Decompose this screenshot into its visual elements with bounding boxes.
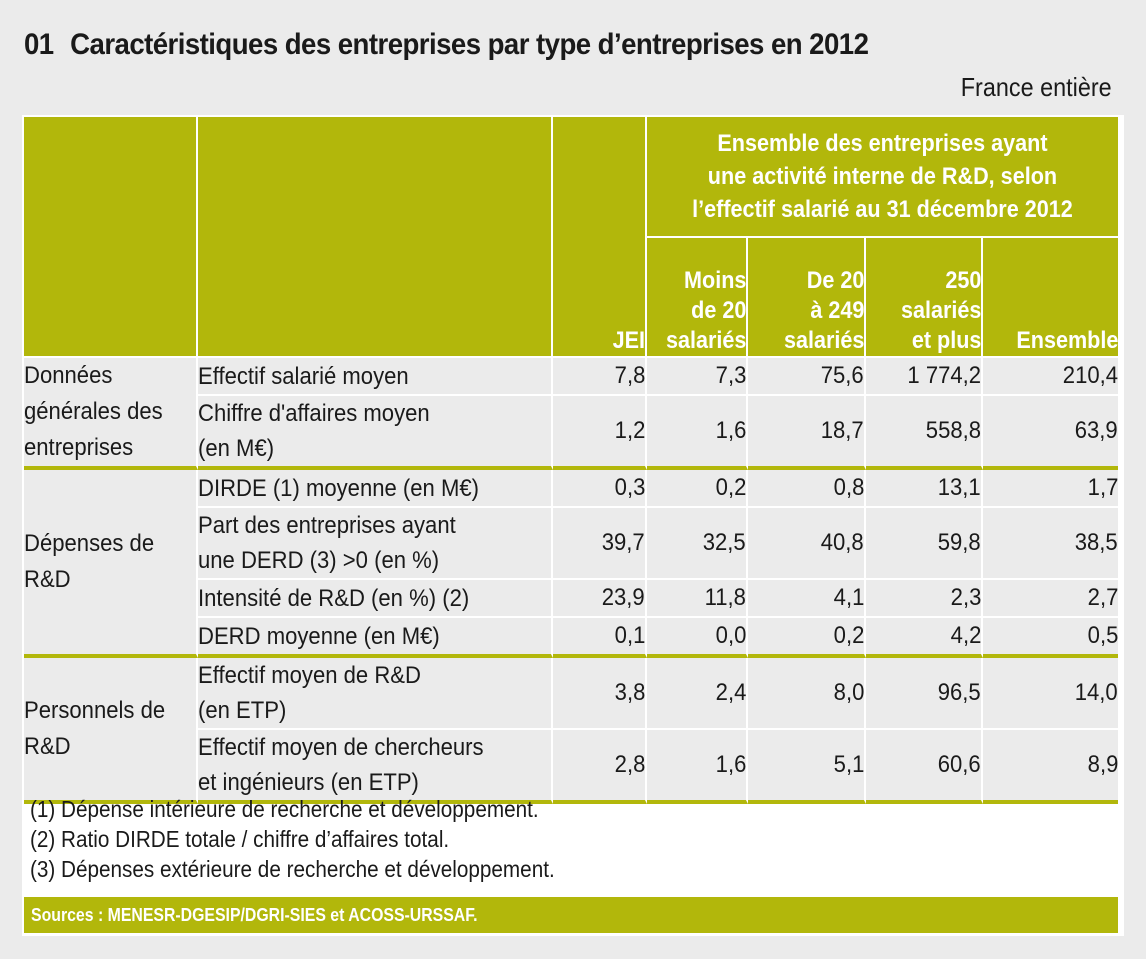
row-label: Chiffre d'affaires moyen (en M€) <box>198 396 553 470</box>
footnote-1: (1) Dépense intérieure de recherche et d… <box>30 796 539 822</box>
value-cell: 11,8 <box>647 580 748 618</box>
value-cell: 59,8 <box>866 508 983 580</box>
value-cell: 0,3 <box>553 470 647 508</box>
category-cell: Dépenses de R&D <box>24 470 198 658</box>
footnotes: (1) Dépense intérieure de recherche et d… <box>30 794 613 884</box>
value-cell: 13,1 <box>866 470 983 508</box>
row-label: Part des entreprises ayant une DERD (3) >… <box>198 508 553 580</box>
value-cell: 32,5 <box>647 508 748 580</box>
row-label: Effectif salarié moyen <box>198 358 553 396</box>
sources-text: Sources : MENESR-DGESIP/DGRI-SIES et ACO… <box>31 905 478 925</box>
value-cell: 0,2 <box>748 618 866 658</box>
value-cell: 0,8 <box>748 470 866 508</box>
value-cell: 0,5 <box>983 618 1119 658</box>
value-cell: 1,6 <box>647 396 748 470</box>
value-cell: 1 774,2 <box>866 358 983 396</box>
footnote-2: (2) Ratio DIRDE totale / chiffre d’affai… <box>30 826 450 852</box>
column-header-moins-de-20: Moins de 20 salariés <box>647 238 748 358</box>
value-cell: 0,2 <box>647 470 748 508</box>
row-label: DIRDE (1) moyenne (en M€) <box>198 470 553 508</box>
value-cell: 8,9 <box>983 730 1119 804</box>
footnote-3: (3) Dépenses extérieure de recherche et … <box>30 856 555 882</box>
value-cell: 23,9 <box>553 580 647 618</box>
value-cell: 0,1 <box>553 618 647 658</box>
value-cell: 18,7 <box>748 396 866 470</box>
value-cell: 2,8 <box>553 730 647 804</box>
value-cell: 1,6 <box>647 730 748 804</box>
header-blank-category <box>24 117 198 358</box>
row-label: DERD moyenne (en M€) <box>198 618 553 658</box>
value-cell: 63,9 <box>983 396 1119 470</box>
value-cell: 2,3 <box>866 580 983 618</box>
value-cell: 2,4 <box>647 658 748 730</box>
column-header-jei: JEI <box>553 117 647 358</box>
value-cell: 75,6 <box>748 358 866 396</box>
table-row: Effectif moyen de chercheurs et ingénieur… <box>24 730 1119 804</box>
group-header: Ensemble des entreprises ayant une activ… <box>647 117 1119 238</box>
table-row: Intensité de R&D (en %) (2) 23,9 11,8 4,… <box>24 580 1119 618</box>
value-cell: 60,6 <box>866 730 983 804</box>
table-row: Dépenses de R&D DIRDE (1) moyenne (en M€… <box>24 470 1119 658</box>
sources-bar: Sources : MENESR-DGESIP/DGRI-SIES et ACO… <box>24 897 1118 933</box>
table-number: 01 <box>24 28 54 61</box>
row-label: Effectif moyen de chercheurs et ingénieur… <box>198 730 553 804</box>
value-cell: 2,7 <box>983 580 1119 618</box>
value-cell: 4,1 <box>748 580 866 618</box>
table-row: DERD moyenne (en M€) 0,1 0,0 0,2 4,2 0,5 <box>24 618 1119 658</box>
header-blank-label <box>198 117 553 358</box>
value-cell: 558,8 <box>866 396 983 470</box>
value-cell: 14,0 <box>983 658 1119 730</box>
value-cell: 4,2 <box>866 618 983 658</box>
data-table: JEI Ensemble des entreprises ayant une a… <box>24 117 1119 804</box>
row-label: Effectif moyen de R&D (en ETP) <box>198 658 553 730</box>
table-row: Part des entreprises ayant une DERD (3) >… <box>24 508 1119 580</box>
value-cell: 40,8 <box>748 508 866 580</box>
table-row: Données générales des entreprises Effect… <box>24 358 1119 470</box>
value-cell: 3,8 <box>553 658 647 730</box>
column-header-250-plus: 250 salariés et plus <box>866 238 983 358</box>
value-cell: 7,3 <box>647 358 748 396</box>
column-header-20-249: De 20 à 249 salariés <box>748 238 866 358</box>
page-title: 01 Caractéristiques des entreprises par t… <box>24 28 869 62</box>
value-cell: 210,4 <box>983 358 1119 396</box>
value-cell: 96,5 <box>866 658 983 730</box>
value-cell: 1,7 <box>983 470 1119 508</box>
value-cell: 39,7 <box>553 508 647 580</box>
value-cell: 7,8 <box>553 358 647 396</box>
value-cell: 0,0 <box>647 618 748 658</box>
scope-label: France entière <box>961 72 1112 102</box>
column-header-ensemble: Ensemble <box>983 238 1119 358</box>
value-cell: 1,2 <box>553 396 647 470</box>
value-cell: 8,0 <box>748 658 866 730</box>
category-cell: Données générales des entreprises <box>24 358 198 470</box>
category-cell: Personnels de R&D <box>24 658 198 804</box>
table-row: Personnels de R&D Effectif moyen de R&D(… <box>24 658 1119 804</box>
table-row: Chiffre d'affaires moyen (en M€) 1,2 1,6 … <box>24 396 1119 470</box>
table-title: Caractéristiques des entreprises par typ… <box>70 28 869 61</box>
value-cell: 38,5 <box>983 508 1119 580</box>
row-label: Intensité de R&D (en %) (2) <box>198 580 553 618</box>
value-cell: 5,1 <box>748 730 866 804</box>
